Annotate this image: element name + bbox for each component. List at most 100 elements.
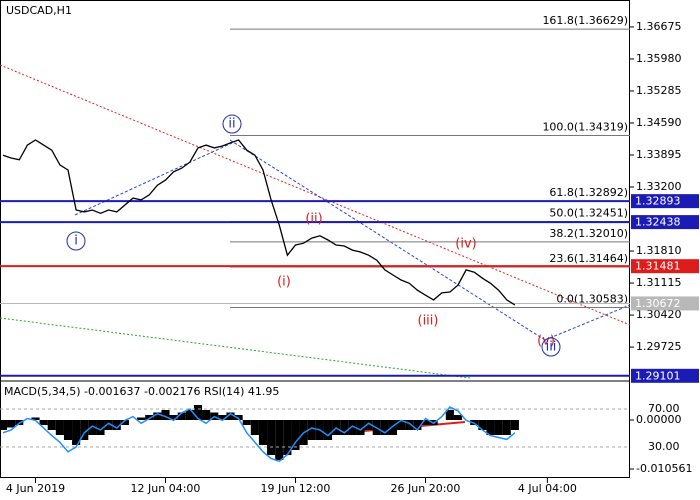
y-tick-label: 1.35980 [636,52,682,65]
macd-bar [161,410,170,420]
wave-label: ii [228,117,235,132]
indicator-tick-label: 70.00 [648,402,680,415]
wave-label: (iii) [418,314,439,329]
plot-frame [0,0,630,478]
macd-bar [283,420,292,455]
macd-bar [177,412,186,420]
fib-label: 100.0(1.34319) [542,120,628,133]
macd-bar [453,415,463,420]
macd-bar [258,420,268,445]
macd-bar [0,420,8,430]
y-tick-label: 1.36675 [636,20,682,33]
wave-circle [222,114,242,134]
macd-bar [494,420,503,435]
wave-circle [541,337,561,357]
x-tick-label: 26 Jun 20:00 [391,482,461,495]
macd-bar [226,412,235,420]
macd-bar [502,420,511,435]
y-tick-label: 1.30420 [636,308,682,321]
fib-label: 23.6(1.31464) [549,252,628,265]
fib-label: 38.2(1.32010) [549,227,628,240]
level-label: 1.30672 [635,297,681,310]
macd-bar [388,420,398,435]
level-box [631,296,699,311]
indicator-tick-label: -0.010561 [636,462,692,475]
macd-bar [364,420,373,430]
trend-line [0,317,471,379]
macd-bar [323,420,333,440]
x-tick-label: 4 Jun 2019 [6,482,65,495]
macd-bar [104,420,113,430]
macd-bar [7,420,16,428]
macd-bar [340,420,349,435]
price-line [2,139,516,306]
macd-bar [39,420,48,425]
wave-label: (i) [277,275,291,290]
macd-bar [478,420,487,430]
macd-bar [486,420,495,435]
x-tick-label: 12 Jun 04:00 [131,482,201,495]
trend-line [544,304,631,341]
macd-bar [242,420,251,425]
macd-bar [47,420,56,430]
macd-bar [80,420,89,440]
fib-label: 50.0(1.32451) [549,207,628,220]
macd-bar [307,420,316,440]
y-tick-label: 1.34590 [636,116,682,129]
wave-label: iii [546,340,557,355]
macd-bar [112,420,121,430]
macd-bar [63,420,73,440]
x-tick-label: 19 Jun 12:00 [261,482,331,495]
y-tick-label: 1.33895 [636,148,682,161]
wave-label: (ii) [305,212,322,227]
rsi-line [2,406,516,463]
chart-title: USDCAD,H1 [6,4,72,17]
macd-bar [250,420,259,435]
macd-bar [218,415,227,420]
wave-label: i [74,234,78,249]
macd-bar [72,420,81,445]
macd-bar [96,420,105,435]
indicator-title: MACD(5,34,5) -0.001637 -0.002176 RSI(14)… [4,385,279,398]
macd-bar [202,410,211,420]
y-tick-label: 1.35285 [636,84,682,97]
y-tick-label: 1.31810 [636,244,682,257]
level-box [631,368,699,383]
fib-label: 0.0(1.30583) [556,293,628,306]
macd-bar [421,420,430,425]
macd-bar [55,420,64,435]
wave-label: (iv) [455,237,476,252]
macd-bar [145,415,154,420]
macd-bar [137,417,146,420]
wave-circle [66,231,86,251]
trend-line [229,139,546,341]
macd-bar [120,420,129,425]
macd-bar [413,420,422,430]
macd-bar [445,410,454,420]
trend-line [74,142,233,216]
macd-bar [169,415,178,420]
macd-bar [510,420,519,430]
macd-bar [356,420,365,435]
level-label: 1.32438 [635,216,681,229]
wave-label: (v) [537,334,555,349]
macd-bar [193,405,203,420]
macd-bar [348,420,357,435]
macd-bar [88,420,97,435]
level-label: 1.32893 [635,195,681,208]
y-tick-label: 1.31115 [636,276,682,289]
indicator-tick-label: 0.00000 [636,413,682,426]
y-tick-label: 1.33200 [636,180,682,193]
macd-bar [153,412,162,420]
macd-bar [275,420,284,460]
level-box [631,259,699,274]
macd-bar [405,420,414,430]
macd-bar [31,417,40,420]
fib-label: 61.8(1.32892) [549,186,628,199]
macd-bar [234,415,243,420]
level-label: 1.29101 [635,369,681,382]
macd-bar [185,410,194,420]
macd-bar [267,420,276,455]
trend-line [0,64,631,326]
